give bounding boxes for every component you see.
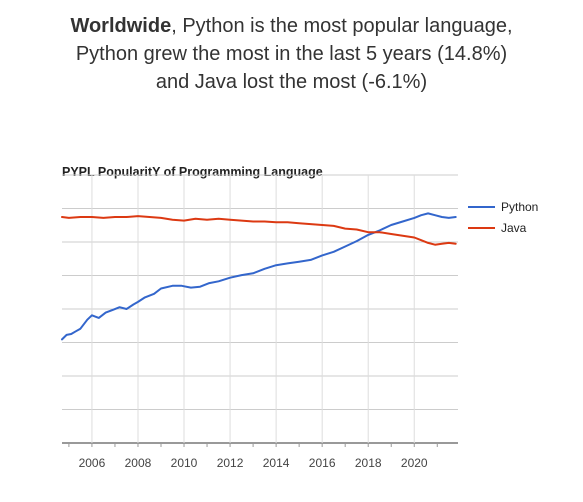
x-tick-label: 2018 <box>355 456 382 470</box>
x-tick-label: 2016 <box>309 456 336 470</box>
x-tick-label: 2008 <box>125 456 152 470</box>
x-tick-label: 2012 <box>217 456 244 470</box>
legend-label-python: Python <box>501 200 538 214</box>
series-lines <box>61 212 457 341</box>
legend: Python Java <box>468 200 538 235</box>
headline-line-1: Worldwide, Python is the most popular la… <box>0 12 583 40</box>
headline-bold: Worldwide <box>70 15 172 37</box>
legend-label-java: Java <box>501 221 527 235</box>
gridlines <box>62 174 458 447</box>
x-tick-label: 2020 <box>401 456 428 470</box>
series-line-java <box>61 215 457 246</box>
series-line-python <box>61 212 457 341</box>
headline-line-3: and Java lost the most (-6.1%) <box>155 71 428 93</box>
x-tick-label: 2014 <box>263 456 290 470</box>
headline-line-1-rest: , Python is the most popular language, <box>171 15 513 37</box>
x-axis-ticks: 2006 2008 2010 2012 2014 2016 2018 2020 <box>79 456 428 470</box>
headline: Worldwide, Python is the most popular la… <box>0 12 583 96</box>
x-tick-label: 2010 <box>171 456 198 470</box>
x-tick-label: 2006 <box>79 456 106 470</box>
headline-line-2: Python grew the most in the last 5 years… <box>75 43 508 65</box>
